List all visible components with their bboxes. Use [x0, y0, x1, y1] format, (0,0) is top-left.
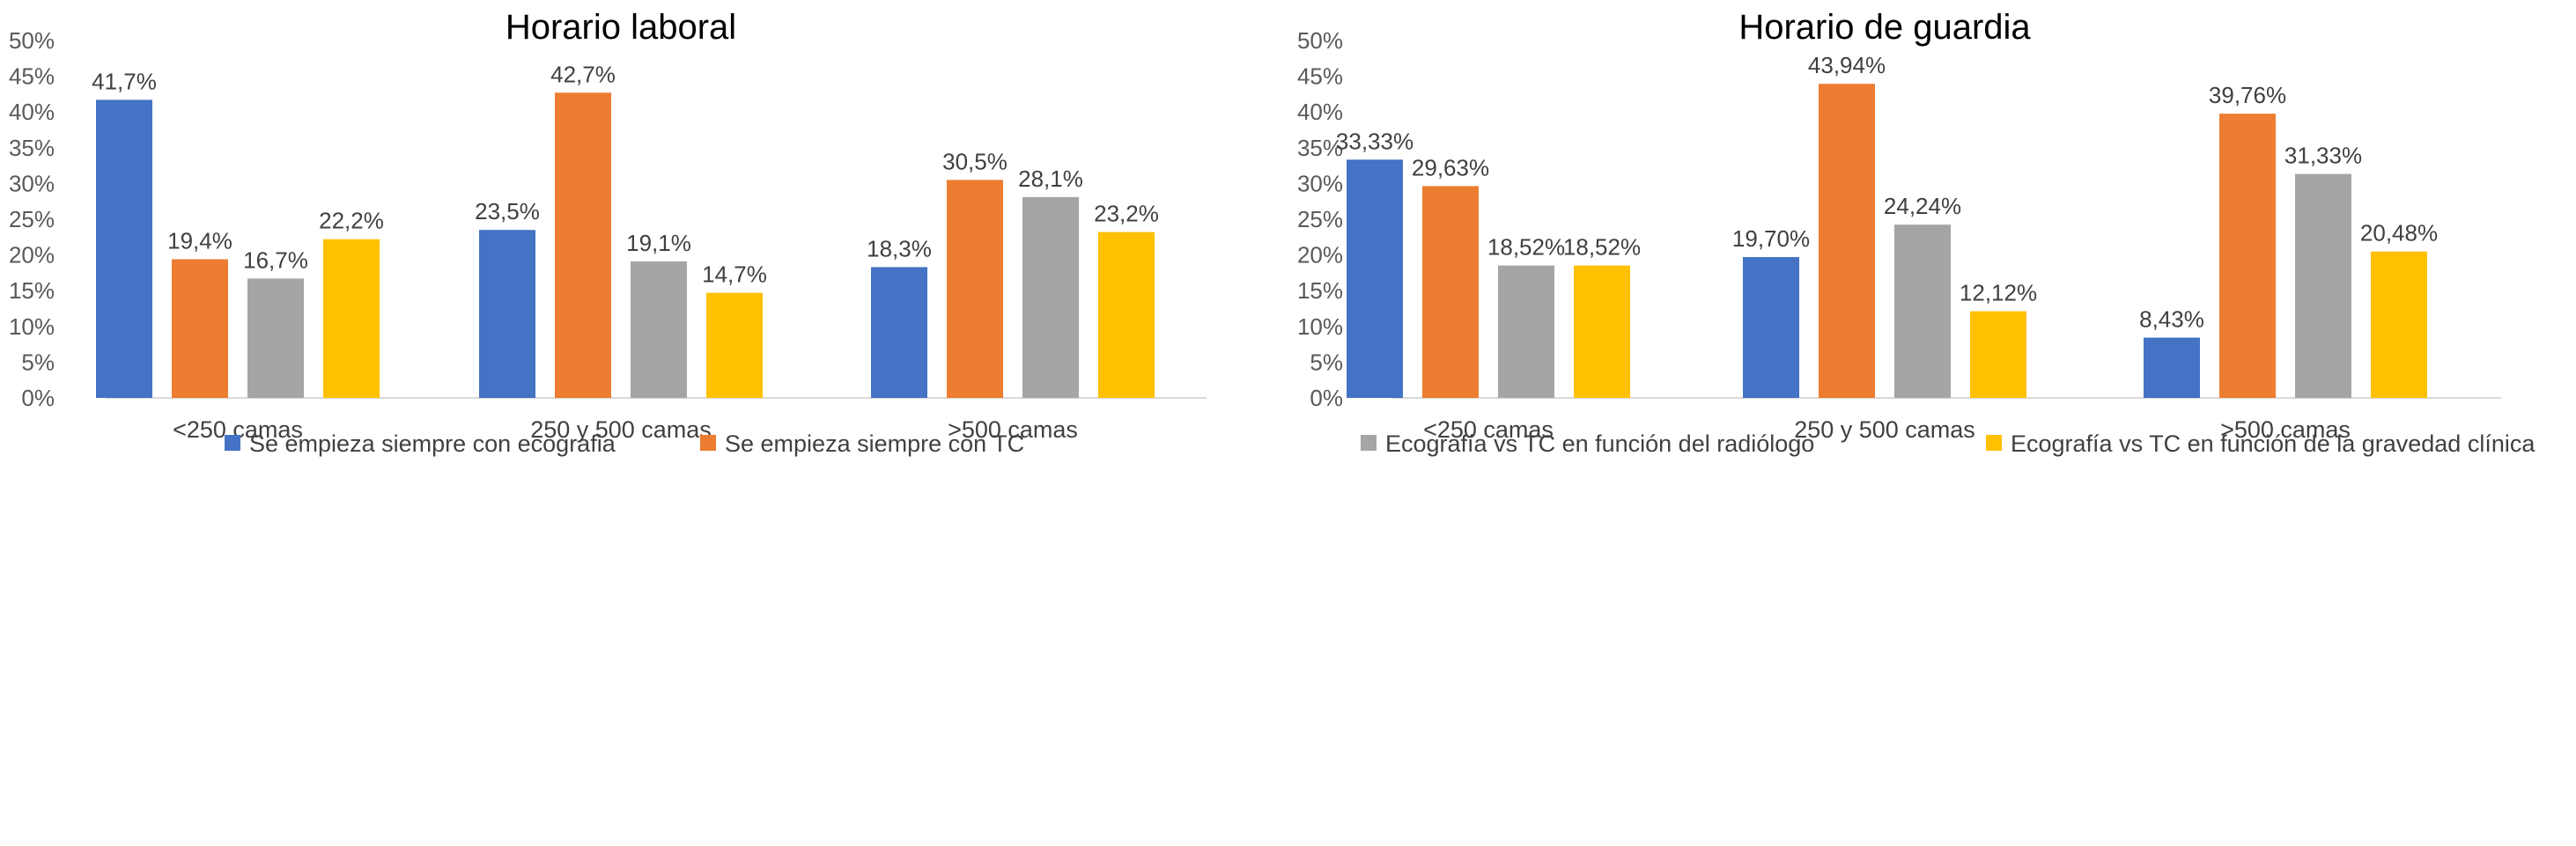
- y-tick-label: 40%: [1297, 99, 1343, 125]
- y-tick-label: 15%: [1297, 277, 1343, 304]
- y-tick-label: 10%: [9, 313, 55, 340]
- data-label: 33,33%: [1336, 128, 1413, 154]
- y-tick-label: 0%: [1310, 385, 1343, 411]
- data-label: 42,7%: [550, 61, 616, 87]
- legend: Se empieza siempre con ecografia Se empie…: [225, 430, 2535, 457]
- bar: [1743, 257, 1799, 398]
- chart-title: Horario laboral: [506, 8, 736, 47]
- y-tick-label: 40%: [9, 99, 55, 125]
- data-label: 20,48%: [2360, 220, 2438, 246]
- category-label: >500 camas: [2220, 416, 2351, 443]
- bar: [2144, 337, 2200, 398]
- chart-laboral: Horario laboral 0% 5% 10% 15% 20% 25% 30% 35% 40%…: [9, 8, 1207, 443]
- chart-title: Horario de guardia: [1738, 8, 2031, 47]
- data-label: 31,33%: [2284, 143, 2362, 169]
- legend-label: Ecografía vs TC en función del radiólogo: [1385, 430, 1814, 457]
- data-label: 19,70%: [1732, 225, 1810, 252]
- data-label: 29,63%: [1412, 154, 1489, 180]
- bar: [1347, 159, 1403, 398]
- data-label: 19,1%: [626, 230, 691, 256]
- bar: [947, 180, 1003, 398]
- bar: [479, 230, 535, 398]
- bar: [172, 259, 228, 398]
- legend-swatch: [225, 435, 240, 451]
- category-label: 250 y 500 camas: [1794, 416, 1975, 443]
- data-label: 30,5%: [942, 148, 1008, 174]
- legend-label: Se empieza siempre con TC: [725, 430, 1024, 457]
- data-label: 19,4%: [167, 227, 233, 254]
- y-tick-label: 35%: [9, 135, 55, 161]
- bar: [1970, 311, 2026, 398]
- legend-label: Ecografía vs TC en función de la graveda…: [2011, 430, 2535, 457]
- bar: [96, 99, 152, 398]
- y-tick-label: 0%: [21, 385, 55, 411]
- bar: [555, 92, 611, 398]
- y-tick-label: 30%: [1297, 170, 1343, 196]
- category-label: <250 camas: [1423, 416, 1554, 443]
- data-label: 18,52%: [1563, 234, 1641, 261]
- data-label: 39,76%: [2209, 82, 2286, 108]
- data-label: 28,1%: [1018, 166, 1083, 192]
- bar: [1022, 196, 1079, 398]
- y-tick-label: 50%: [9, 27, 55, 54]
- data-label: 8,43%: [2139, 306, 2204, 333]
- y-tick-label: 25%: [9, 206, 55, 232]
- data-label: 16,7%: [243, 246, 308, 273]
- y-tick-label: 10%: [1297, 313, 1343, 340]
- y-tick-label: 35%: [1297, 135, 1343, 161]
- category-label: >500 camas: [948, 416, 1078, 443]
- legend-label: Se empieza siempre con ecografia: [249, 430, 616, 457]
- y-tick-label: 20%: [9, 242, 55, 269]
- bar: [706, 292, 763, 398]
- bar: [1819, 84, 1875, 398]
- y-tick-label: 5%: [21, 349, 55, 375]
- bar: [247, 278, 304, 398]
- y-tick-label: 5%: [1310, 349, 1343, 375]
- data-label: 43,94%: [1808, 52, 1886, 78]
- bar: [2219, 114, 2276, 398]
- legend-swatch: [1986, 435, 2002, 451]
- bar: [323, 239, 380, 398]
- bar: [2295, 173, 2351, 398]
- data-label: 41,7%: [92, 68, 157, 94]
- bar: [1574, 265, 1630, 398]
- bar: [631, 261, 687, 398]
- data-label: 24,24%: [1884, 193, 1961, 219]
- y-tick-label: 30%: [9, 170, 55, 196]
- bar: [1422, 186, 1479, 398]
- y-tick-label: 25%: [1297, 206, 1343, 232]
- bar: [1498, 265, 1554, 398]
- data-label: 22,2%: [319, 208, 384, 234]
- bar: [1894, 224, 1951, 398]
- data-label: 23,5%: [475, 198, 540, 224]
- data-label: 18,52%: [1487, 234, 1565, 261]
- y-tick-label: 45%: [1297, 63, 1343, 90]
- legend-swatch: [1361, 435, 1377, 451]
- y-tick-label: 45%: [9, 63, 55, 90]
- bar: [1098, 232, 1155, 398]
- bar: [2371, 251, 2427, 398]
- y-tick-label: 20%: [1297, 242, 1343, 269]
- y-tick-label: 15%: [9, 277, 55, 304]
- chart-guardia: Horario de guardia 0% 5% 10% 15% 20% 25% 30% 35%…: [1297, 8, 2501, 443]
- category-label: 250 y 500 camas: [530, 416, 712, 443]
- bar: [871, 267, 927, 398]
- data-label: 12,12%: [1960, 280, 2037, 306]
- legend-swatch: [700, 435, 716, 451]
- data-label: 18,3%: [867, 235, 932, 261]
- data-label: 23,2%: [1094, 201, 1159, 227]
- data-label: 14,7%: [702, 261, 767, 288]
- y-tick-label: 50%: [1297, 27, 1343, 54]
